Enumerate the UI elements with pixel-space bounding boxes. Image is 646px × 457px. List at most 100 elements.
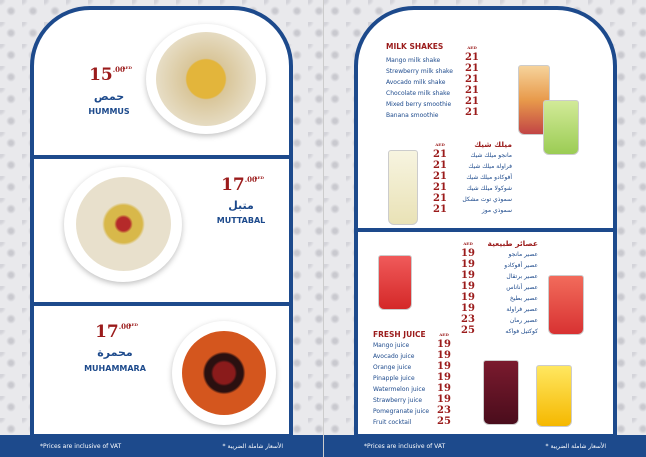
milk-shakes-ar-list: ميلك شيك مانجو ميلك شيك فراولة ميلك شيك … xyxy=(450,140,512,216)
dish-price: 15.00 AED xyxy=(89,65,132,85)
milk-shakes-ar-prices: AED 21 21 21 21 21 21 xyxy=(430,140,450,215)
milk-shakes-prices: AED 21 21 21 21 21 21 xyxy=(462,43,482,118)
menu-item: Orange juice xyxy=(373,364,412,371)
menu-item: عصير أناناس xyxy=(506,284,538,291)
menu-item: Avocado juice xyxy=(373,353,415,360)
banana-shake-glass-image xyxy=(388,150,418,225)
currency-label: AED xyxy=(463,241,473,246)
dish-name-en: MUHAMMARA xyxy=(84,364,146,373)
juices-ar-prices: AED 19 19 19 19 19 19 23 25 xyxy=(458,239,478,336)
menu-item: سموذي توت مشكل xyxy=(462,196,512,203)
muttabal-plate-image xyxy=(64,167,182,282)
section-divider xyxy=(358,228,613,232)
milk-shakes-title: MILK SHAKES xyxy=(386,42,444,51)
dish-name-en: HUMMUS xyxy=(88,107,130,116)
dish-price: 17.00 AED xyxy=(95,322,138,342)
currency-label: AED xyxy=(435,142,445,147)
menu-item: أفوكادو ميلك شيك xyxy=(466,174,512,181)
section-divider xyxy=(34,302,289,306)
menu-item: عصير فراولة xyxy=(506,306,538,313)
menu-item: عصير مانجو xyxy=(508,251,539,258)
item-price: 19 xyxy=(437,361,451,372)
watermelon-juice-glass-image xyxy=(378,255,412,310)
item-price: 19 xyxy=(461,270,475,281)
menu-item: عصير برتقال xyxy=(506,273,538,280)
menu-item: Fruit cocktail xyxy=(373,419,412,426)
menu-item: Strawberry juice xyxy=(373,397,423,404)
item-price: 21 xyxy=(433,204,447,215)
item-price: 23 xyxy=(437,405,451,416)
left-menu-panel: 15.00 AED حمص HUMMUS 17.00 AED متبل MUTTAB… xyxy=(30,6,293,438)
item-price: 19 xyxy=(437,350,451,361)
milk-shakes-list: MILK SHAKES Mango milk shake Strewberry … xyxy=(386,42,476,121)
milk-shakes-ar-title: ميلك شيك xyxy=(474,140,512,149)
item-price: 23 xyxy=(461,314,475,325)
vat-note-ar: * الأسعار شاملة الضريبة xyxy=(545,442,606,450)
currency-label: AED xyxy=(467,45,477,50)
left-menu-page: 15.00 AED حمص HUMMUS 17.00 AED متبل MUTTAB… xyxy=(0,0,323,457)
vat-footer: *Prices are inclusive of VAT * الأسعار ش… xyxy=(0,435,323,457)
dish-muhammara: 17.00 AED محمرة MUHAMMARA xyxy=(34,306,289,442)
item-price: 19 xyxy=(461,303,475,314)
dish-name-en: MUTTABAL xyxy=(216,216,266,225)
item-price: 19 xyxy=(461,248,475,259)
dish-name-ar: متبل xyxy=(228,199,254,212)
dish-name-ar: حمص xyxy=(93,90,125,103)
vat-note-en: *Prices are inclusive of VAT xyxy=(364,442,446,450)
dish-price: 17.00 AED xyxy=(221,175,264,195)
vat-note-ar: * الأسعار شاملة الضريبة xyxy=(222,442,283,450)
item-price: 19 xyxy=(437,372,451,383)
vat-note-en: *Prices are inclusive of VAT xyxy=(40,442,122,450)
item-price: 21 xyxy=(433,160,447,171)
pomegranate-juice-glass-image xyxy=(483,360,519,425)
item-price: 21 xyxy=(465,52,479,63)
menu-item: عصير أفوكادو xyxy=(504,262,538,269)
menu-item: Pomegranate juice xyxy=(373,408,430,415)
item-price: 21 xyxy=(465,107,479,118)
item-price: 25 xyxy=(437,416,451,427)
pineapple-juice-glass-image xyxy=(536,365,572,427)
item-price: 19 xyxy=(437,339,451,350)
vat-footer: *Prices are inclusive of VAT * الأسعار ش… xyxy=(324,435,646,457)
item-price: 21 xyxy=(433,149,447,160)
juices-ar-title: عصائر طبيعية xyxy=(487,239,538,248)
strawberry-juice-glass-image xyxy=(548,275,584,335)
menu-item: سموذي موز xyxy=(481,207,512,214)
dish-name-ar: محمرة xyxy=(97,346,133,359)
section-divider xyxy=(34,155,289,159)
item-price: 21 xyxy=(433,193,447,204)
item-price: 21 xyxy=(465,63,479,74)
fresh-juice-title: FRESH JUICE xyxy=(373,330,426,339)
item-price: 21 xyxy=(465,74,479,85)
item-price: 19 xyxy=(461,259,475,270)
currency-label: AED xyxy=(439,332,449,337)
fresh-juice-list: FRESH JUICE Mango juice Avocado juice Or… xyxy=(373,330,453,428)
menu-item: شوكولا ميلك شيك xyxy=(466,185,512,192)
menu-item: Watermelon juice xyxy=(373,386,426,393)
menu-item: Mango milk shake xyxy=(386,57,441,64)
item-price: 21 xyxy=(433,171,447,182)
muhammara-plate-image xyxy=(172,321,276,425)
menu-item: فراولة ميلك شيك xyxy=(468,163,512,170)
juices-ar-list: عصائر طبيعية عصير مانجو عصير أفوكادو عصي… xyxy=(478,239,538,337)
right-menu-panel: MILK SHAKES Mango milk shake Strewberry … xyxy=(354,6,617,438)
dish-muttabal: 17.00 AED متبل MUTTABAL xyxy=(34,159,289,304)
menu-item: مانجو ميلك شيك xyxy=(470,152,512,159)
item-price: 21 xyxy=(433,182,447,193)
menu-item: كوكتيل فواكه xyxy=(505,328,538,335)
item-price: 19 xyxy=(437,394,451,405)
item-price: 25 xyxy=(461,325,475,336)
menu-item: Strewberry milk shake xyxy=(386,68,453,75)
item-price: 21 xyxy=(465,85,479,96)
item-price: 19 xyxy=(461,281,475,292)
hummus-plate-image xyxy=(146,24,266,134)
menu-item: Avocado milk shake xyxy=(386,79,446,86)
menu-item: Pinapple juice xyxy=(373,375,415,382)
menu-item: عصير رمان xyxy=(509,317,538,324)
menu-item: عصير بطيخ xyxy=(509,295,538,302)
dish-hummus: 15.00 AED حمص HUMMUS xyxy=(34,10,289,158)
item-price: 21 xyxy=(465,96,479,107)
item-price: 19 xyxy=(437,383,451,394)
menu-item: Chocolate milk shake xyxy=(386,90,451,97)
menu-item: Banana smoothie xyxy=(386,112,439,119)
